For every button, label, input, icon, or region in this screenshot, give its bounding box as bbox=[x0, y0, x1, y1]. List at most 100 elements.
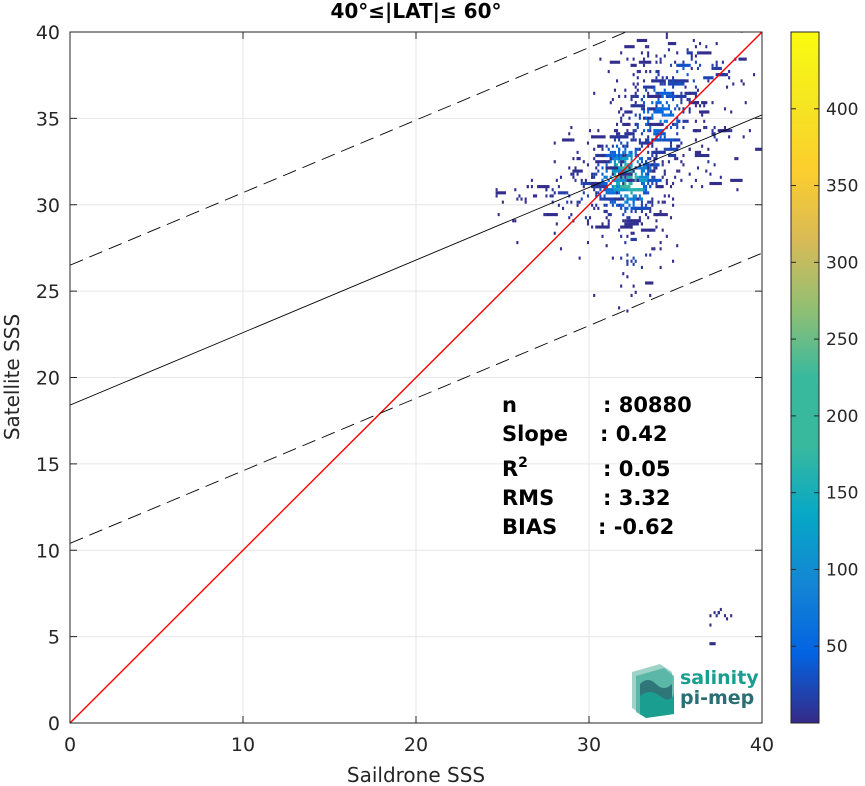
axis-ticks: 0 10 20 30 40 0 5 10 15 20 25 30 35 40 bbox=[36, 22, 774, 756]
heatmap-cell bbox=[774, 101, 776, 104]
heatmap-cell bbox=[626, 206, 629, 210]
heatmap-cell bbox=[694, 104, 697, 108]
heatmap-cell bbox=[632, 231, 635, 235]
heatmap-cell bbox=[634, 101, 637, 105]
heatmap-cell bbox=[624, 132, 635, 136]
heatmap-cell bbox=[636, 76, 639, 80]
heatmap-cell bbox=[570, 172, 573, 176]
heatmap-cell bbox=[728, 135, 731, 139]
heatmap-cell bbox=[620, 107, 623, 111]
heatmap-cell bbox=[601, 178, 604, 182]
heatmap-cell bbox=[618, 203, 621, 207]
heatmap-cell bbox=[647, 150, 650, 154]
heatmap-cell bbox=[640, 209, 643, 214]
heatmap-cell bbox=[647, 172, 650, 176]
chart-title: 40°≤|LAT|≤ 60° bbox=[330, 0, 501, 23]
heatmap-cell bbox=[611, 97, 614, 102]
heatmap-cell bbox=[624, 206, 627, 210]
heatmap-cell bbox=[694, 91, 697, 95]
heatmap-cell bbox=[630, 259, 633, 263]
colorbar-ticks: 50 100 150 200 250 300 350 400 bbox=[791, 100, 858, 657]
heatmap-cell bbox=[591, 172, 594, 176]
heatmap-cell bbox=[726, 617, 729, 621]
heatmap-cell bbox=[609, 160, 612, 164]
heatmap-cell bbox=[611, 153, 614, 158]
heatmap-cell bbox=[653, 110, 664, 114]
heatmap-cell bbox=[609, 175, 612, 179]
heatmap-cell bbox=[628, 197, 631, 201]
heatmap-cell bbox=[721, 60, 724, 64]
heatmap-cell bbox=[553, 231, 556, 235]
heatmap-cell bbox=[645, 45, 648, 49]
heatmap-cell bbox=[653, 247, 656, 251]
heatmap-cell bbox=[626, 275, 629, 279]
heatmap-cell bbox=[632, 178, 635, 182]
heatmap-cell bbox=[620, 116, 623, 120]
stat-label-n: n bbox=[502, 393, 517, 417]
heatmap-cell bbox=[622, 213, 625, 217]
heatmap-cell bbox=[622, 219, 625, 223]
heatmap-cell bbox=[661, 76, 664, 80]
heatmap-cell bbox=[649, 169, 652, 173]
heatmap-cell bbox=[699, 110, 710, 114]
heatmap-cell bbox=[615, 153, 619, 158]
heatmap-cell bbox=[632, 262, 635, 266]
heatmap-cell bbox=[632, 135, 635, 139]
heatmap-cell bbox=[665, 76, 668, 80]
heatmap-cell bbox=[688, 110, 691, 114]
heatmap-cell bbox=[647, 119, 650, 123]
heatmap-cell bbox=[620, 234, 623, 238]
heatmap-cell bbox=[655, 219, 658, 223]
heatmap-cell bbox=[649, 228, 652, 232]
heatmap-cell bbox=[586, 219, 589, 223]
heatmap-cell bbox=[651, 169, 656, 173]
heatmap-cell bbox=[649, 70, 652, 74]
heatmap-cell bbox=[657, 101, 660, 105]
heatmap-cell bbox=[667, 107, 670, 111]
heatmap-cell bbox=[582, 181, 592, 186]
heatmap-cell bbox=[744, 101, 747, 105]
heatmap-cell bbox=[651, 175, 654, 179]
heatmap-cell bbox=[593, 91, 596, 95]
heatmap-cell bbox=[655, 107, 668, 111]
heatmap-cell bbox=[705, 125, 708, 130]
heatmap-cell bbox=[680, 91, 683, 95]
heatmap-cell bbox=[626, 141, 629, 145]
heatmap-cell bbox=[634, 129, 637, 133]
heatmap-cell bbox=[632, 82, 635, 86]
heatmap-cell bbox=[605, 244, 608, 248]
heatmap-cell bbox=[709, 642, 716, 646]
heatmap-cell bbox=[694, 153, 710, 158]
heatmap-cell bbox=[566, 200, 569, 204]
heatmap-cell bbox=[645, 281, 654, 285]
heatmap-cell bbox=[634, 290, 637, 294]
heatmap-cell bbox=[690, 66, 693, 71]
heatmap-cell bbox=[649, 125, 652, 130]
heatmap-cell bbox=[669, 216, 673, 220]
heatmap-cell bbox=[553, 191, 556, 195]
heatmap-cell bbox=[660, 23, 675, 26]
colorbar-tick-label: 400 bbox=[826, 100, 858, 120]
heatmap-cell bbox=[753, 73, 756, 77]
heatmap-cell bbox=[655, 185, 664, 189]
heatmap-cell bbox=[630, 293, 633, 297]
heatmap-cell bbox=[632, 256, 635, 260]
heatmap-cell bbox=[715, 614, 718, 618]
heatmap-cell bbox=[663, 82, 666, 86]
heatmap-cell bbox=[638, 116, 641, 120]
heatmap-cell bbox=[642, 63, 646, 67]
heatmap-cell bbox=[622, 150, 625, 154]
heatmap-cell bbox=[651, 163, 654, 167]
heatmap-cell bbox=[642, 185, 646, 189]
heatmap-cell bbox=[768, 104, 770, 107]
heatmap-cell bbox=[615, 203, 619, 207]
heatmap-cell bbox=[551, 200, 554, 204]
heatmap-cell bbox=[605, 188, 614, 192]
heatmap-cell bbox=[520, 197, 523, 201]
heatmap-cell bbox=[626, 262, 629, 266]
heatmap-cell bbox=[628, 188, 643, 192]
heatmap-cell bbox=[605, 144, 608, 148]
heatmap-cell bbox=[636, 88, 639, 92]
heatmap-cell bbox=[636, 38, 648, 43]
heatmap-cell bbox=[665, 94, 679, 98]
